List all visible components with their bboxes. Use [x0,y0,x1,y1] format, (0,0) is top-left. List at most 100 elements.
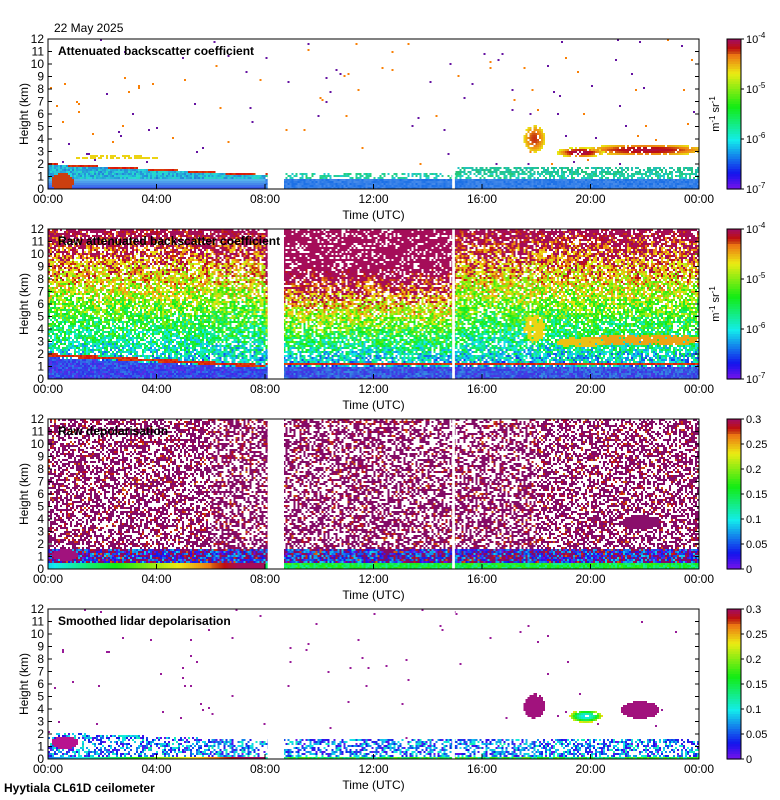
colorbar-segment [727,236,741,240]
tick-exponent: -6 [758,321,766,330]
y-tick-label: 3 [37,145,44,159]
colorbar-segment [727,474,741,478]
y-axis-label: Height (km) [17,83,31,145]
colorbar-segment [727,96,741,100]
colorbar-segment [727,469,741,473]
colorbar-segment [727,244,741,248]
data-gap-2 [452,39,455,189]
colorbar-segment [727,521,741,525]
x-tick-label: 16:00 [467,192,497,206]
tick-base: 10 [746,184,758,196]
colorbar-segment [727,91,741,95]
x-tick-label: 04:00 [141,192,171,206]
colorbar-segment [727,64,741,68]
colorbar-segment [727,736,741,740]
colorbar-segment [727,549,741,553]
colorbar-segment [727,81,741,85]
colorbar-segment [727,641,741,645]
colorbar-segment [727,326,741,330]
tick-exponent: -5 [758,81,766,90]
colorbar-segment [727,731,741,735]
colorbar-segment [727,619,741,623]
colorbar-segment [727,689,741,693]
colorbar-segment [727,256,741,260]
y-tick-label: 1 [37,740,44,754]
colorbar-segment [727,711,741,715]
colorbar-segment [727,506,741,510]
colorbar-segment [727,556,741,560]
colorbar-segment [727,59,741,63]
colorbar-segment [727,671,741,675]
colorbar-segment [727,291,741,295]
data-gap-1 [267,39,284,189]
colorbar-segment [727,714,741,718]
colorbar-segment [727,231,741,235]
colorbar-segment [727,499,741,503]
x-tick-label: 00:00 [33,762,63,776]
colorbar-segment [727,46,741,50]
y-tick-label: 0 [37,752,44,766]
colorbar-segment [727,174,741,178]
colorbar-segment [727,734,741,738]
tick-base: 10 [746,34,758,46]
heatmap-field [48,419,699,569]
y-tick-label: 2 [37,537,44,551]
colorbar-segment [727,306,741,310]
colorbar-segment [727,146,741,150]
colorbar-segment [727,614,741,618]
heatmap-field [48,229,699,379]
colorbar-segment [727,616,741,620]
x-tick-label: 16:00 [467,572,497,586]
colorbar-segment [727,661,741,665]
colorbar-segment [727,726,741,730]
colorbar-segment [727,314,741,318]
y-tick-label: 10 [31,627,45,641]
colorbar-segment [727,744,741,748]
colorbar-segment [727,284,741,288]
colorbar-segment [727,729,741,733]
colorbar-segment [727,489,741,493]
colorbar-segment [727,439,741,443]
colorbar-segment [727,86,741,90]
colorbar-segment [727,331,741,335]
colorbar-segment [727,706,741,710]
colorbar-segment [727,161,741,165]
colorbar-segment [727,639,741,643]
colorbar-segment [727,51,741,55]
x-tick-label: 20:00 [575,762,605,776]
colorbar-segment [727,481,741,485]
colorbar-segment [727,176,741,180]
colorbar-segment [727,101,741,105]
y-tick-label: 3 [37,715,44,729]
y-tick-label: 12 [31,32,45,46]
colorbar-segment [727,441,741,445]
colorbar-segment [727,646,741,650]
colorbar-segment [727,136,741,140]
colorbar-segment [727,476,741,480]
colorbar-unit-part: m [710,123,722,132]
y-axis-label: Height (km) [17,273,31,335]
colorbar-segment [727,679,741,683]
colorbar-segment [727,691,741,695]
x-tick-label: 08:00 [250,572,280,586]
colorbar: 10-410-510-610-7m-1sr-1 [708,31,766,196]
colorbar-unit-part: m [710,313,722,322]
colorbar-segment [727,424,741,428]
colorbar-segment [727,149,741,153]
y-tick-label: 10 [31,247,45,261]
colorbar-segment [727,186,741,190]
colorbar-segment [727,266,741,270]
colorbar-tick-label: 10-7 [746,181,766,196]
colorbar-segment [727,471,741,475]
colorbar-segment [727,501,741,505]
colorbar-tick-label: 0.15 [746,489,767,501]
colorbar-segment [727,676,741,680]
colorbar-segment [727,631,741,635]
panel-title: Attenuated backscatter coefficient [58,44,254,58]
colorbar-segment [727,234,741,238]
colorbar-tick-label: 0 [746,564,752,576]
y-tick-label: 6 [37,107,44,121]
colorbar-segment [727,644,741,648]
colorbar-segment [727,61,741,65]
y-tick-label: 1 [37,360,44,374]
